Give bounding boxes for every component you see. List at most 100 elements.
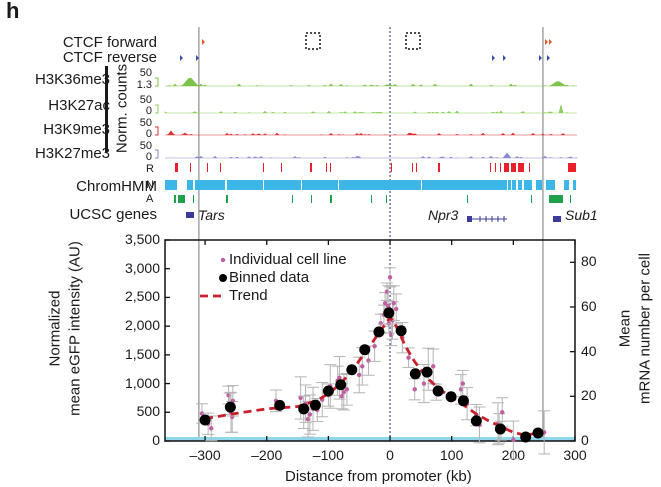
binned-data-point <box>457 395 469 407</box>
gene-sub1-label: Sub1 <box>565 207 598 223</box>
y2-tick-label: 60 <box>581 298 597 314</box>
chromhmm-a-segment <box>178 195 185 203</box>
gene-tars-glyph <box>186 212 194 218</box>
binned-data-point <box>532 427 544 439</box>
gene-sub1-glyph <box>553 216 561 222</box>
binned-data-point <box>395 325 407 337</box>
individual-cell-point <box>391 300 396 306</box>
y-tick-label: 2,500 <box>124 288 160 305</box>
individual-cell-point <box>406 355 411 360</box>
binned-data-point <box>199 414 211 426</box>
chromhmm-a-segment <box>292 195 293 203</box>
x-tick-label: 0 <box>386 447 394 463</box>
chromhmm-a-segment <box>570 195 571 203</box>
ctcf-forward-motif <box>202 39 205 45</box>
y-tick-label: 3,000 <box>124 259 160 276</box>
y2-tick-label: 0 <box>581 432 589 448</box>
individual-cell-point <box>378 321 383 326</box>
individual-cell-point <box>387 275 393 280</box>
y-tick-label: 0 <box>152 432 160 448</box>
dashed-box-right <box>405 32 421 50</box>
gene-tars-label: Tars <box>198 207 225 223</box>
binned-data-point <box>494 423 506 435</box>
h3k27ac-track <box>164 104 577 114</box>
chromhmm-a-segment <box>549 195 563 203</box>
individual-cell-point <box>337 375 342 381</box>
chromhmm-n-segment <box>227 180 263 190</box>
h3k27me3-min: 0 <box>145 151 152 163</box>
chromhmm-r-segment <box>263 163 264 172</box>
legend-individual-marker <box>220 257 226 263</box>
ctcf-reverse-motif <box>180 55 183 61</box>
chromhmm-a-segment <box>531 195 532 203</box>
individual-cell-point <box>394 306 399 312</box>
binned-data-point <box>224 401 236 413</box>
chromhmm-n-segment <box>524 180 532 190</box>
h3k9me3-track-scale-bracket <box>155 126 159 136</box>
chromhmm-r-segment <box>326 163 327 172</box>
chromhmm-a-segment <box>193 195 194 203</box>
chromhmm-n-segment <box>195 180 225 190</box>
h3k9me3-min: 0 <box>145 128 152 140</box>
x-tick-label: 300 <box>563 447 587 463</box>
h3k27ac-track-scale-bracket <box>155 104 159 114</box>
chromhmm-n-segment <box>422 180 507 190</box>
chromhmm-r-segment <box>500 163 501 172</box>
legend-trend-label: Trend <box>229 287 268 304</box>
chromhmm-a-segment <box>226 195 228 203</box>
legend-binned-marker <box>219 274 227 282</box>
chromhmm-n-segment <box>264 180 301 190</box>
individual-cell-point <box>366 358 371 363</box>
baseline-band <box>165 437 575 441</box>
chromhmm-n-segment <box>508 180 511 190</box>
chromhmm-a-segment <box>174 195 176 203</box>
chromhmm-state-r: R <box>146 163 154 175</box>
h3k9me3-label: H3K9me3 <box>43 121 110 138</box>
binned-data-point <box>409 368 421 380</box>
individual-cell-point <box>460 381 465 386</box>
panel-letter: h <box>6 0 20 23</box>
chromhmm-n-segment <box>546 180 555 190</box>
individual-cell-point <box>382 300 388 306</box>
chromhmm-r-segment <box>190 163 191 172</box>
y2-tick-label: 20 <box>581 387 597 404</box>
h3k36me3-label: H3K36me3 <box>34 71 110 88</box>
individual-cell-point <box>341 389 346 395</box>
legend-individual-label: Individual cell line <box>229 251 347 268</box>
individual-cell-point <box>372 344 377 349</box>
individual-cell-point <box>360 364 365 369</box>
binned-data-point <box>445 391 457 403</box>
h3k27me3-label: H3K27me3 <box>34 145 110 162</box>
h3k27ac-label: H3K27ac <box>48 97 110 114</box>
x-axis-title: Distance from promoter (kb) <box>285 468 472 485</box>
binned-data-point <box>373 326 385 338</box>
chromhmm-n-segment <box>536 180 542 190</box>
chromhmm-a-segment <box>386 195 387 203</box>
h3k27me3-track <box>165 152 578 159</box>
binned-data-point <box>359 344 371 356</box>
y-tick-label: 1,000 <box>124 374 160 391</box>
chromhmm-n-segment <box>564 180 569 190</box>
ctcf-reverse-label: CTCF reverse <box>62 49 157 66</box>
h3k27me3-track-scale-bracket <box>155 149 159 159</box>
individual-cell-point <box>339 394 345 399</box>
chromhmm-r-segment <box>529 163 530 172</box>
individual-cell-point <box>307 412 313 417</box>
binned-data-point <box>298 403 310 415</box>
individual-cell-point <box>386 321 392 326</box>
individual-cell-point <box>298 395 303 401</box>
dashed-box-left <box>305 32 321 50</box>
chromhmm-r-segment <box>391 163 392 172</box>
chromhmm-r-segment <box>568 163 576 172</box>
chromhmm-r-segment <box>281 163 282 172</box>
h3k27ac-max: 50 <box>139 94 152 106</box>
y2-tick-label: 80 <box>581 253 597 270</box>
binned-data-point <box>322 385 334 397</box>
chromhmm-state-a: A <box>146 193 154 205</box>
chromhmm-a-segment <box>467 195 468 203</box>
x-tick-label: –100 <box>312 447 344 463</box>
chromhmm-r-segment <box>330 163 331 172</box>
individual-cell-point <box>199 411 205 416</box>
ctcf-reverse-motif <box>492 55 495 61</box>
